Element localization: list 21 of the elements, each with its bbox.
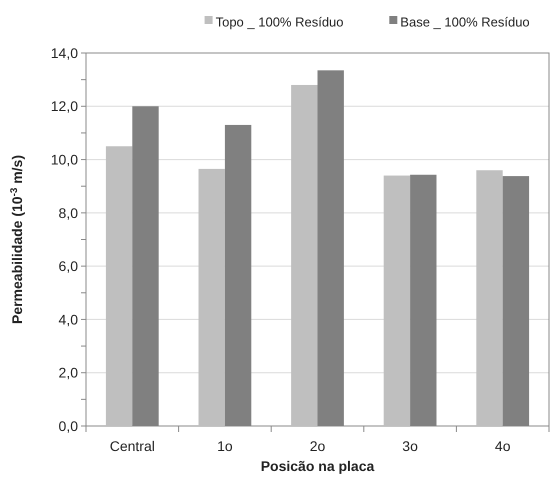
y-tick-label: 10,0: [50, 151, 78, 168]
x-tick-label: 4o: [494, 438, 511, 454]
bar: [291, 84, 318, 426]
legend-label: Base _ 100% Resíduo: [400, 14, 530, 30]
bar: [198, 168, 225, 426]
x-axis-title: Posicão na placa: [260, 458, 375, 474]
y-tick-label: 6,0: [58, 258, 78, 274]
x-tick-label: 1o: [217, 438, 233, 454]
y-tick-label: 4,0: [58, 311, 78, 328]
x-tick-label: Central: [110, 438, 155, 454]
y-tick-label: 14,0: [50, 44, 78, 61]
bar: [106, 146, 132, 426]
y-tick-label: 12,0: [50, 98, 78, 114]
legend-label: Topo _ 100% Resíduo: [216, 14, 344, 30]
y-tick-label: 0,0: [58, 418, 78, 434]
x-tick-label: 3o: [402, 438, 418, 454]
x-tick-label: 2o: [310, 438, 326, 454]
bar: [384, 176, 410, 426]
bar: [476, 170, 503, 426]
y-tick-label: 8,0: [58, 204, 78, 221]
y-tick-label: 2,0: [58, 364, 78, 381]
